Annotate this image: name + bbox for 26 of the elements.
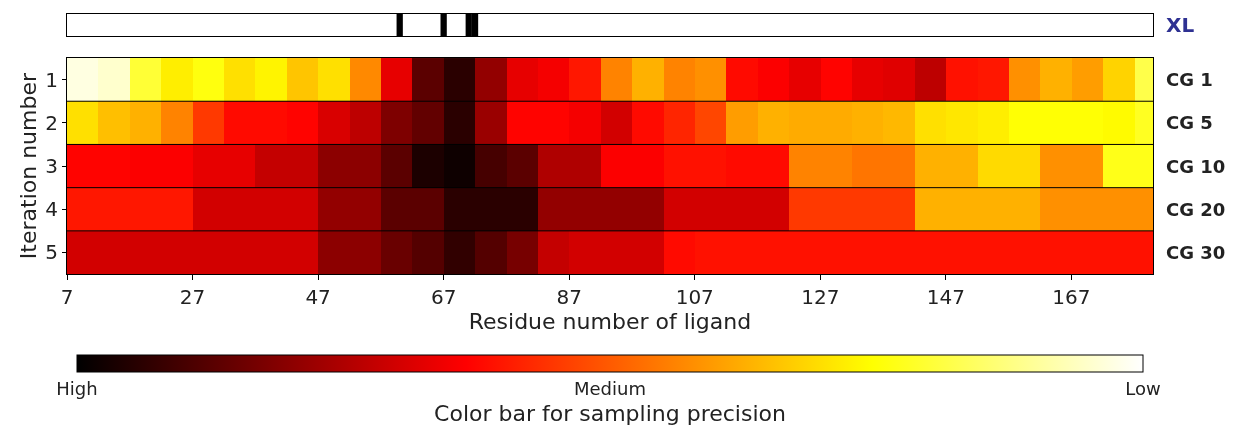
y2-tick-label: CG 10 [1166,156,1226,177]
y-tick-label: 4 [45,197,58,222]
color-bar-label: High [56,377,98,399]
x-axis-title: Residue number of ligand [468,309,752,335]
y2-tick-label: CG 1 [1166,69,1213,90]
x-tick-label: 167 [1052,285,1091,310]
y2-tick-label: CG 20 [1166,199,1226,220]
x-tick-label: 107 [675,285,714,310]
x-tick-label: 127 [801,285,840,310]
y-tick-label: 2 [45,110,58,135]
y-tick-label: 1 [45,67,58,92]
y2-tick-label: CG 5 [1166,112,1213,133]
text: XL [1166,13,1195,37]
x-tick-label: 87 [556,285,582,310]
y-axis-title: Iteration number [16,72,42,260]
y-tick-label: 3 [45,154,58,179]
color-bar-title: Color bar for sampling precision [434,400,786,426]
y2-tick-label: CG 30 [1166,242,1226,263]
x-tick-label: 7 [60,285,74,310]
y-tick-label: 5 [45,240,58,265]
x-tick-label: 147 [926,285,965,310]
color-bar-label: Low [1125,377,1161,399]
x-tick-label: 67 [430,285,457,310]
x-tick-label: 47 [305,285,331,310]
x-tick-label: 27 [179,285,206,310]
color-bar-label: Medium [574,377,646,399]
